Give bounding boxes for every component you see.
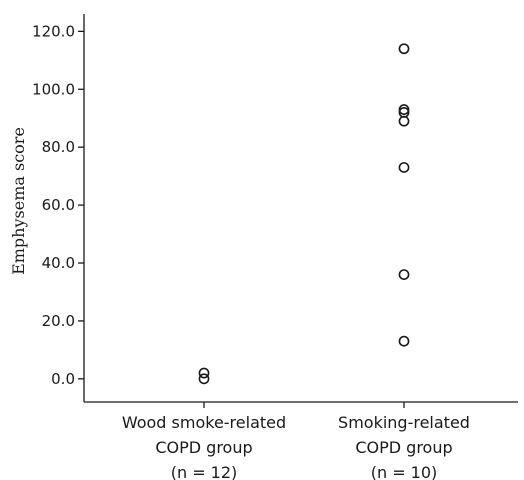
x-axis-categories: Wood smoke-related COPD group (n = 12) Smok…: [122, 402, 470, 480]
x-category-label-line: (n = 10): [371, 463, 438, 480]
x-category-label-line: (n = 12): [171, 463, 238, 480]
y-tick-label: 20.0: [42, 312, 75, 330]
data-point: [398, 107, 410, 118]
axes: [83, 14, 518, 403]
y-tick-label: 120.0: [32, 22, 75, 40]
y-tick-label: 0.0: [51, 370, 75, 388]
data-points: [198, 43, 410, 385]
x-category-label-line: Smoking-related: [338, 413, 470, 432]
data-point: [198, 367, 210, 379]
data-point: [398, 162, 410, 173]
data-point: [398, 269, 410, 280]
y-tick-label: 40.0: [42, 254, 75, 272]
y-axis-title: Emphysema score: [9, 127, 28, 275]
data-point: [198, 373, 210, 385]
data-point: [398, 43, 410, 55]
y-tick-label: 100.0: [32, 80, 75, 98]
data-point: [398, 115, 410, 127]
y-tick-label: 60.0: [42, 196, 75, 214]
x-category-label-line: Wood smoke-related: [122, 413, 286, 432]
data-point: [398, 335, 410, 347]
x-category-label-line: COPD group: [155, 438, 252, 457]
y-tick-label: 80.0: [42, 138, 75, 156]
x-category-label-line: COPD group: [355, 438, 452, 457]
y-axis-ticks: 0.0 20.0 40.0 60.0 80.0 100.0 120.0: [32, 22, 84, 388]
data-point: [398, 104, 410, 115]
